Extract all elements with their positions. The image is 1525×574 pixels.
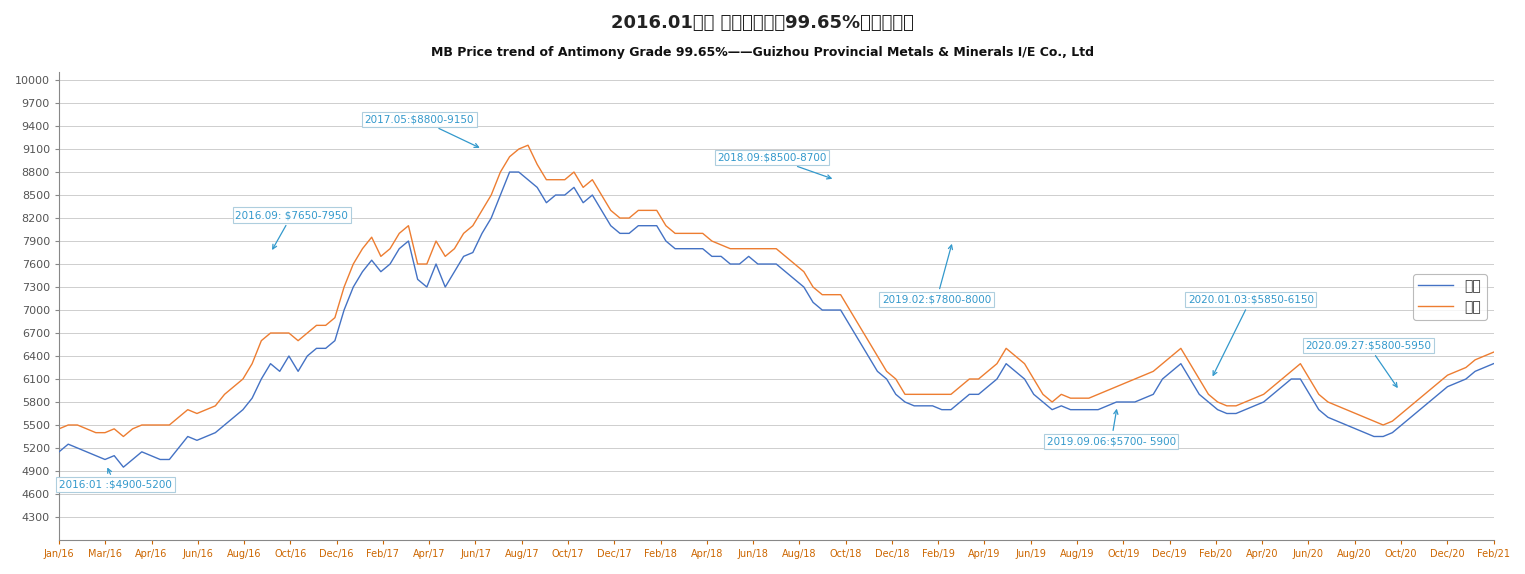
Text: 2016.09: $7650-7950: 2016.09: $7650-7950: [235, 210, 348, 249]
低幅: [1185, 383, 1203, 390]
高幅: [441, 249, 459, 256]
高幅: [1185, 368, 1203, 375]
Text: 2019.09.06:$5700- 5900: 2019.09.06:$5700- 5900: [1046, 410, 1176, 446]
低幅: [1066, 406, 1084, 413]
高幅: [1066, 395, 1084, 402]
Text: 2020.09.27:$5800-5950: 2020.09.27:$5800-5950: [1305, 340, 1432, 387]
低幅: [50, 448, 69, 455]
Text: 2018.09:$8500-8700: 2018.09:$8500-8700: [717, 153, 831, 179]
Legend: 低幅, 高幅: 低幅, 高幅: [1412, 274, 1487, 320]
Text: 2019.02:$7800-8000: 2019.02:$7800-8000: [881, 245, 991, 304]
低幅: [500, 169, 519, 176]
Text: 2016.01至今 金属导报锑锭99.65%价格走势图: 2016.01至今 金属导报锑锭99.65%价格走势图: [612, 14, 913, 32]
低幅: [1392, 421, 1411, 428]
低幅: [441, 276, 459, 283]
Line: 高幅: 高幅: [59, 145, 1493, 436]
高幅: [92, 429, 110, 436]
高幅: [1484, 349, 1502, 356]
Text: MB Price trend of Antimony Grade 99.65%——Guizhou Provincial Metals & Minerals I/: MB Price trend of Antimony Grade 99.65%—…: [432, 46, 1093, 59]
高幅: [1392, 410, 1411, 417]
Text: 2020.01.03:$5850-6150: 2020.01.03:$5850-6150: [1188, 294, 1315, 375]
高幅: [509, 146, 528, 153]
低幅: [92, 454, 110, 461]
Text: 2017.05:$8800-9150: 2017.05:$8800-9150: [364, 114, 479, 148]
低幅: [1484, 360, 1502, 367]
高幅: [50, 425, 69, 432]
高幅: [518, 142, 537, 149]
低幅: [514, 172, 532, 179]
高幅: [114, 433, 133, 440]
Line: 低幅: 低幅: [59, 172, 1493, 467]
低幅: [114, 464, 133, 471]
Text: 2016:01 :$4900-5200: 2016:01 :$4900-5200: [59, 468, 172, 490]
